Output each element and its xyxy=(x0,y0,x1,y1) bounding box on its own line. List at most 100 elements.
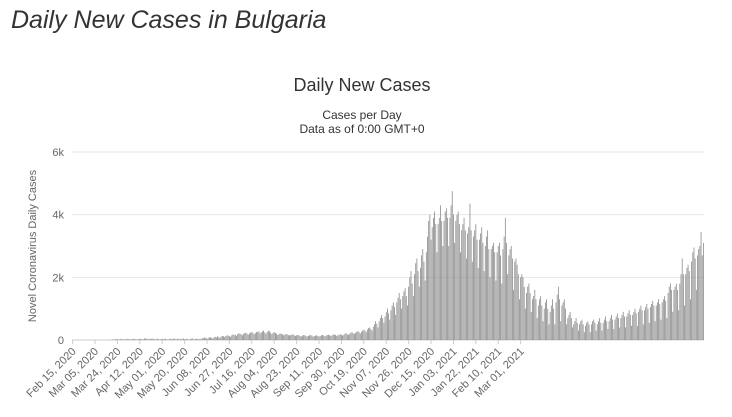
bar xyxy=(162,339,164,340)
bar xyxy=(140,338,142,340)
bar xyxy=(451,191,453,340)
bar xyxy=(557,286,559,340)
bar xyxy=(412,296,414,340)
bar xyxy=(515,258,517,340)
bar xyxy=(251,332,253,340)
bar xyxy=(361,331,362,340)
chart-title: Daily New Cases xyxy=(293,75,430,95)
bar xyxy=(175,339,177,340)
bar xyxy=(690,299,691,340)
bar xyxy=(192,338,194,340)
bar xyxy=(293,335,295,340)
bar xyxy=(655,305,657,340)
bar xyxy=(684,305,685,340)
bar xyxy=(278,334,280,340)
bar xyxy=(533,296,535,340)
bar xyxy=(652,300,654,340)
bar xyxy=(303,334,305,340)
bar xyxy=(692,252,694,340)
bar xyxy=(579,324,580,340)
bar xyxy=(220,336,222,340)
bar xyxy=(457,211,459,340)
bar xyxy=(117,339,118,340)
bar xyxy=(142,339,144,340)
bar xyxy=(181,339,183,340)
chart-subtitle-line-1: Cases per Day xyxy=(322,108,401,122)
bar xyxy=(703,242,704,340)
bar xyxy=(204,337,206,340)
bar xyxy=(343,334,345,340)
bar xyxy=(341,334,342,340)
bar xyxy=(308,335,309,340)
bar xyxy=(183,338,184,340)
bar xyxy=(298,335,300,340)
bar xyxy=(280,333,282,340)
bar xyxy=(403,291,405,340)
bar xyxy=(475,224,477,340)
bar xyxy=(174,339,176,340)
bar xyxy=(394,307,395,340)
bar xyxy=(430,239,432,340)
bar xyxy=(616,313,618,340)
bar xyxy=(407,305,408,340)
bar xyxy=(450,205,452,340)
bar xyxy=(236,335,237,340)
bar xyxy=(354,334,355,340)
bar xyxy=(216,337,217,340)
bar xyxy=(462,224,464,340)
bar xyxy=(567,318,569,340)
bar xyxy=(424,280,426,340)
bar xyxy=(681,258,683,340)
bar xyxy=(399,299,401,340)
bar xyxy=(336,335,338,340)
bar xyxy=(673,289,675,340)
bar xyxy=(311,335,313,340)
bar xyxy=(660,319,662,340)
bar xyxy=(273,332,275,340)
bar xyxy=(514,261,516,340)
bar xyxy=(519,299,520,340)
bar xyxy=(385,311,387,340)
bar xyxy=(306,336,308,340)
bar xyxy=(398,293,400,340)
bar xyxy=(581,319,583,340)
bar xyxy=(405,296,407,340)
bar xyxy=(218,337,220,340)
bar xyxy=(302,335,303,340)
bar xyxy=(550,305,552,340)
bar xyxy=(166,339,168,340)
bar xyxy=(521,274,523,340)
bar xyxy=(147,339,149,340)
bar xyxy=(328,334,329,340)
bar xyxy=(214,336,216,340)
bar xyxy=(128,339,130,340)
bar xyxy=(401,308,402,340)
bar xyxy=(310,334,312,340)
bar xyxy=(427,236,428,340)
bar xyxy=(233,334,235,340)
bar xyxy=(173,338,175,340)
bar xyxy=(532,299,533,340)
bar xyxy=(286,334,288,340)
bar xyxy=(324,336,326,340)
bar xyxy=(592,321,593,340)
bar xyxy=(223,336,224,340)
bar xyxy=(392,302,394,340)
bar xyxy=(247,334,249,340)
bar xyxy=(545,302,546,340)
bar xyxy=(229,336,230,340)
bar xyxy=(178,339,180,340)
bar xyxy=(115,339,117,340)
bar xyxy=(680,274,682,340)
bar xyxy=(546,299,547,340)
bar xyxy=(466,258,467,340)
bar xyxy=(436,252,438,340)
bar xyxy=(389,319,391,340)
bar xyxy=(653,305,655,340)
bar xyxy=(603,319,605,340)
bar xyxy=(127,338,129,340)
bar xyxy=(254,333,256,340)
bar xyxy=(569,311,571,340)
bar xyxy=(378,321,380,340)
